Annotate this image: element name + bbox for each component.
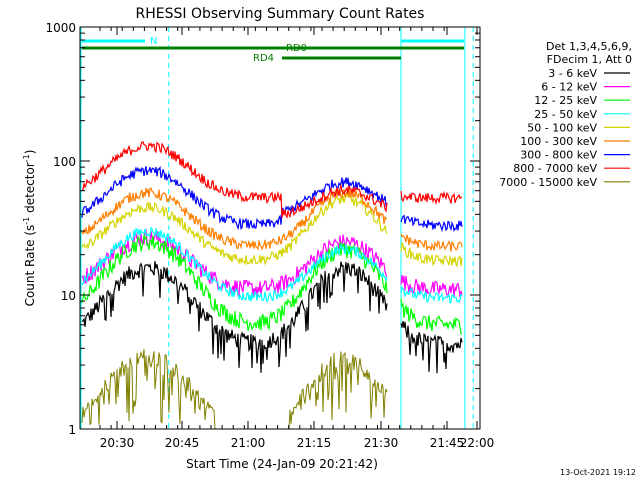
series-line-0 (81, 261, 463, 374)
data-layer (80, 27, 474, 430)
plot-frame (79, 26, 481, 430)
flag-rd0-label: RD0 (286, 43, 307, 54)
series-3 (81, 226, 463, 304)
legend-label-8: 7000 - 15000 keV (499, 176, 597, 189)
x-tick-label-2: 21:00 (231, 436, 266, 450)
series-6 (81, 165, 463, 233)
legend-label-6: 300 - 800 keV (520, 149, 597, 162)
legend-label-0: 3 - 6 keV (548, 67, 597, 80)
footer-timestamp: 13-Oct-2021 19:12 (560, 468, 636, 477)
x-tick-label-4: 21:30 (364, 436, 399, 450)
x-tick-label-3: 21:15 (297, 436, 332, 450)
x-tick-label-1: 20:45 (165, 436, 200, 450)
flag-rd4-label: RD4 (253, 53, 274, 64)
y-tick-label-3: 1000 (45, 21, 76, 35)
legend-label-2: 12 - 25 keV (534, 94, 597, 107)
y-tick-label-1: 10 (61, 289, 76, 303)
y-axis-label-sup2: -1 (22, 154, 31, 162)
series-0 (81, 261, 463, 374)
legend-label-3: 25 - 50 keV (534, 108, 597, 121)
series-4 (81, 192, 463, 268)
x-axis-label: Start Time (24-Jan-09 20:21:42) (186, 457, 378, 471)
legend-label-5: 100 - 300 keV (520, 135, 597, 148)
y-tick-label-0: 1 (68, 423, 76, 437)
y-tick-label-2: 100 (53, 155, 76, 169)
series-line-4 (81, 192, 463, 268)
x-tick-label-0: 20:30 (100, 436, 135, 450)
legend-header-line-1: Det 1,3,4,5,6,9, (546, 40, 632, 53)
y-axis-label-sup1: -1 (22, 217, 31, 225)
y-axis-label: Count Rate (s-1 detector-1) (22, 150, 37, 307)
flag-layer: N RD0 RD4 (82, 36, 464, 64)
legend-header-line-2: FDecim 1, Att 0 (547, 53, 632, 66)
series-7 (81, 141, 463, 219)
y-axis-label-end: ) (23, 150, 37, 155)
x-tick-label-5: 21:45 (430, 436, 465, 450)
x-tick-label-6: 22:00 (460, 436, 495, 450)
series-line-6 (81, 165, 463, 233)
y-axis-label-mid: detector (23, 162, 37, 217)
flag-n-label: N (150, 36, 157, 47)
chart-title: RHESSI Observing Summary Count Rates (136, 6, 425, 22)
y-axis-label-main: Count Rate (s (23, 225, 37, 307)
legend-label-1: 6 - 12 keV (541, 81, 597, 94)
series-line-3 (81, 226, 463, 304)
legend-label-4: 50 - 100 keV (527, 121, 597, 134)
series-line-7 (81, 141, 463, 219)
legend-label-7: 800 - 7000 keV (513, 162, 597, 175)
